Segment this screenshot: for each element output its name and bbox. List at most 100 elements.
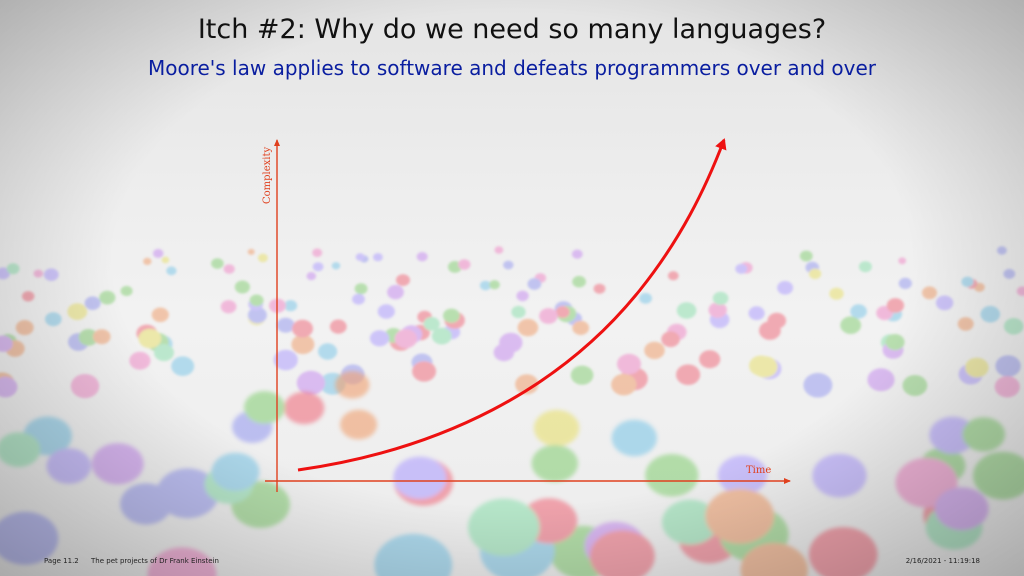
background-blob: [291, 334, 315, 355]
background-blob: [617, 353, 641, 375]
background-blob: [373, 253, 383, 262]
background-blob: [531, 444, 578, 482]
background-blob: [223, 264, 235, 274]
background-blob: [443, 308, 460, 323]
background-blob: [151, 307, 169, 323]
background-blob: [533, 409, 580, 447]
y-axis-label: Complexity: [262, 146, 273, 204]
background-blob: [396, 274, 410, 286]
background-blob: [99, 290, 116, 305]
background-blob: [850, 304, 867, 319]
background-blob: [935, 295, 954, 311]
x-axis-label: Time: [746, 465, 771, 476]
background-blob: [423, 317, 440, 331]
background-blob: [211, 258, 224, 269]
background-blob: [572, 320, 590, 335]
background-blob: [812, 453, 867, 498]
background-blob: [777, 281, 794, 295]
background-blob: [276, 317, 295, 333]
background-blob: [570, 365, 594, 385]
background-blob: [152, 248, 164, 258]
background-blob: [93, 329, 111, 345]
background-blob: [78, 329, 99, 346]
background-blob: [0, 376, 18, 398]
background-blob: [312, 248, 323, 257]
background-blob: [639, 292, 652, 304]
background-blob: [645, 454, 699, 497]
background-blob: [161, 256, 170, 264]
background-blob: [808, 527, 878, 576]
background-blob: [735, 263, 748, 274]
background-blob: [296, 370, 326, 395]
background-blob: [138, 328, 162, 349]
background-blob: [46, 448, 92, 484]
background-blob: [997, 246, 1007, 255]
background-blob: [234, 280, 250, 294]
background-blob: [393, 456, 447, 499]
background-blob: [329, 319, 347, 334]
background-blob: [154, 344, 174, 362]
background-blob: [503, 260, 514, 270]
background-blob: [166, 266, 177, 276]
background-blob: [84, 296, 101, 311]
footer-project: The pet projects of Dr Frank Einstein: [91, 557, 219, 565]
background-blob: [431, 327, 452, 345]
background-blob: [15, 320, 34, 336]
background-blob: [511, 305, 526, 319]
background-blob: [156, 468, 219, 519]
background-blob: [354, 283, 368, 295]
background-blob: [962, 417, 1006, 452]
background-blob: [667, 271, 679, 281]
background-blob: [516, 290, 529, 302]
background-blob: [705, 488, 774, 544]
background-blob: [247, 248, 255, 255]
background-blob: [247, 307, 267, 324]
background-blob: [91, 443, 144, 485]
background-blob: [898, 257, 907, 265]
background-blob: [589, 530, 655, 576]
background-blob: [468, 498, 540, 556]
background-blob: [840, 316, 862, 335]
background-blob: [994, 376, 1020, 398]
background-blob: [412, 361, 437, 382]
background-blob: [494, 246, 504, 254]
footer-timestamp: 2/16/2021 - 11:19:18: [905, 557, 980, 565]
background-blob: [355, 253, 365, 261]
background-blob: [120, 285, 133, 297]
background-blob: [283, 391, 325, 425]
background-blob: [662, 499, 719, 545]
background-blob: [973, 451, 1024, 500]
background-blob: [829, 287, 844, 300]
slide-title: Itch #2: Why do we need so many language…: [197, 14, 827, 45]
background-blob: [752, 356, 778, 378]
background-blob: [1003, 268, 1016, 279]
background-blob: [273, 349, 298, 371]
background-blob: [712, 291, 729, 305]
background-blob: [527, 278, 542, 290]
background-blob: [929, 416, 976, 454]
background-blob: [257, 253, 268, 263]
background-blob: [394, 329, 418, 349]
background-blob: [934, 487, 989, 531]
background-blob: [67, 303, 88, 320]
background-blob: [318, 343, 338, 360]
background-blob: [479, 280, 492, 291]
background-blob: [803, 372, 833, 398]
background-blob: [740, 543, 808, 576]
background-blob: [922, 286, 937, 300]
background-blob: [489, 280, 500, 290]
background-blob: [799, 250, 813, 262]
background-blob: [292, 319, 313, 338]
background-blob: [1003, 318, 1024, 335]
background-blob: [885, 334, 905, 351]
background-blob: [120, 483, 172, 525]
background-blob: [644, 341, 665, 360]
background-blob: [458, 259, 471, 270]
background-blob: [0, 511, 59, 565]
background-blob: [171, 356, 195, 377]
background-blob: [306, 272, 317, 281]
background-blob: [699, 350, 721, 369]
